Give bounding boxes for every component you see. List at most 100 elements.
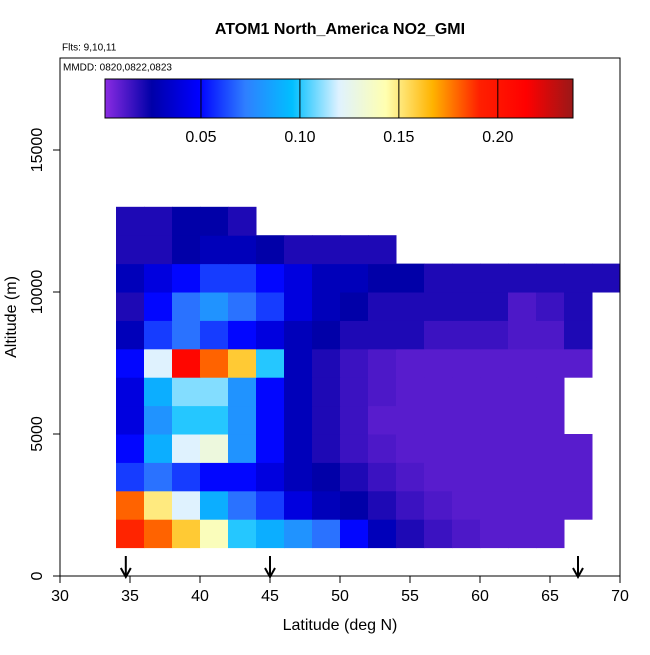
heatmap-cell xyxy=(172,235,201,265)
heatmap-cell xyxy=(312,434,341,463)
heatmap-cell xyxy=(144,320,173,350)
heatmap-cell xyxy=(508,320,537,350)
heatmap-cell xyxy=(200,377,229,407)
heatmap-cell xyxy=(508,263,537,293)
heatmap-cell xyxy=(312,235,341,265)
heatmap-cell xyxy=(396,519,425,549)
heatmap-cell xyxy=(536,263,565,293)
heatmap-cell xyxy=(172,519,201,549)
heatmap-cell xyxy=(284,263,313,293)
heatmap-cell xyxy=(424,434,453,463)
heatmap-cell xyxy=(368,348,397,378)
heatmap-cell xyxy=(256,519,285,549)
heatmap-cell xyxy=(424,348,453,378)
x-tick-label: 70 xyxy=(611,588,629,605)
y-tick-label: 0 xyxy=(29,571,46,580)
heatmap-cell xyxy=(116,320,145,350)
heatmap-cell xyxy=(200,490,229,520)
heatmap-cell xyxy=(508,348,537,378)
heatmap-cell xyxy=(200,320,229,350)
flight-arrow xyxy=(119,556,132,580)
heatmap-cell xyxy=(480,348,509,378)
heatmap-cell xyxy=(116,519,145,549)
heatmap-cell xyxy=(396,490,425,520)
heatmap-cell xyxy=(200,235,229,265)
heatmap-cell xyxy=(144,462,173,492)
heatmap-cell xyxy=(592,263,621,293)
heatmap-cell xyxy=(200,519,229,549)
heatmap-cell xyxy=(144,405,173,435)
heatmap-cell xyxy=(340,292,369,321)
heatmap-cell xyxy=(564,490,593,520)
heatmap-cell xyxy=(508,292,537,321)
heatmap-cell xyxy=(396,462,425,492)
heatmap-cell xyxy=(116,462,145,492)
colorbar-tick-label: 0.15 xyxy=(383,129,414,146)
flight-arrow xyxy=(572,556,584,580)
heatmap-cell xyxy=(172,348,201,378)
heatmap-cell xyxy=(340,434,369,463)
heatmap-cell xyxy=(368,434,397,463)
heatmap-cell xyxy=(228,377,257,407)
heatmap-cell xyxy=(508,434,537,463)
heatmap-cell xyxy=(144,490,173,520)
heatmap-cell xyxy=(480,519,509,549)
heatmap-cell xyxy=(312,320,341,350)
heatmap-cell xyxy=(228,348,257,378)
heatmap-cell xyxy=(452,292,481,321)
heatmap-cell xyxy=(228,405,257,435)
heatmap-cell xyxy=(256,235,285,265)
heatmap-cell xyxy=(228,519,257,549)
heatmap-cell xyxy=(116,292,145,321)
heatmap-cell xyxy=(536,462,565,492)
y-tick-label: 10000 xyxy=(29,270,46,315)
heatmap-cell xyxy=(396,320,425,350)
heatmap-cell xyxy=(396,292,425,321)
heatmap-cell xyxy=(340,462,369,492)
heatmap-cell xyxy=(284,348,313,378)
heatmap-cell xyxy=(312,519,341,549)
heatmap-cell xyxy=(480,405,509,435)
heatmap-cell xyxy=(564,320,593,350)
heatmap-cell xyxy=(228,263,257,293)
heatmap-cell xyxy=(340,519,369,549)
heatmap-cell xyxy=(256,405,285,435)
heatmap-cell xyxy=(368,292,397,321)
heatmap-cell xyxy=(452,263,481,293)
heatmap-cell xyxy=(284,490,313,520)
heatmap-cell xyxy=(452,519,481,549)
heatmap-cell xyxy=(564,462,593,492)
heatmap-cell xyxy=(536,292,565,321)
heatmap-cell xyxy=(172,434,201,463)
heatmap-cell xyxy=(312,490,341,520)
heatmap-cell xyxy=(536,405,565,435)
heatmap-cell xyxy=(116,434,145,463)
heatmap-cell xyxy=(256,292,285,321)
heatmap-cell xyxy=(508,462,537,492)
heatmap-cell xyxy=(536,377,565,407)
heatmap-cell xyxy=(172,405,201,435)
heatmap-cell xyxy=(424,490,453,520)
heatmap-cell xyxy=(452,348,481,378)
heatmap-cell xyxy=(172,292,201,321)
heatmap-cell xyxy=(424,292,453,321)
heatmap-cell xyxy=(368,519,397,549)
heatmap-cell xyxy=(256,377,285,407)
heatmap-cell xyxy=(480,320,509,350)
heatmap-cell xyxy=(200,462,229,492)
x-tick-label: 40 xyxy=(191,588,209,605)
heatmap-cell xyxy=(368,405,397,435)
heatmap-cell xyxy=(284,434,313,463)
heatmap-cell xyxy=(536,519,565,549)
heatmap-cell xyxy=(256,263,285,293)
heatmap-cell xyxy=(116,235,145,265)
x-tick-label: 50 xyxy=(331,588,349,605)
heatmap-cell xyxy=(172,462,201,492)
arrow-head xyxy=(572,567,584,580)
heatmap-cell xyxy=(312,292,341,321)
colorbar-tick-label: 0.20 xyxy=(482,129,513,146)
heatmap-cell xyxy=(172,263,201,293)
heatmap-cell xyxy=(340,320,369,350)
heatmap-cell xyxy=(116,263,145,293)
